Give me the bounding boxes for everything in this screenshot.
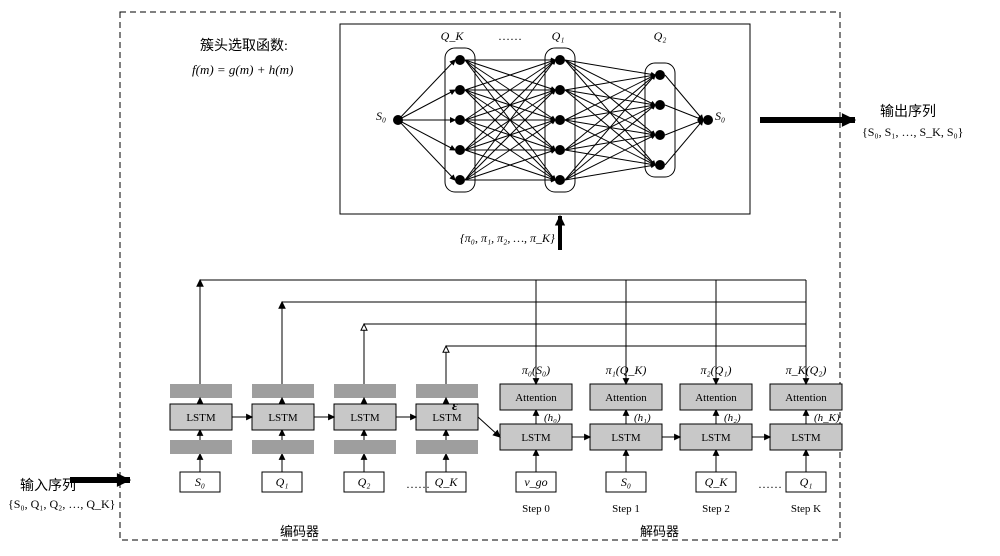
svg-text:Q₁: Q₁ xyxy=(800,475,813,489)
svg-text:S₀: S₀ xyxy=(195,475,205,489)
input-set: {S₀, Q₁, Q₂, …, Q_K} xyxy=(8,497,115,511)
svg-text:Q_K: Q_K xyxy=(705,475,729,489)
svg-text:LSTM: LSTM xyxy=(186,412,216,424)
svg-text:Q₁: Q₁ xyxy=(276,475,289,489)
svg-text:LSTM: LSTM xyxy=(268,412,298,424)
input-title: 输入序列 xyxy=(20,478,76,494)
svg-text:Attention: Attention xyxy=(605,392,647,404)
svg-text:Attention: Attention xyxy=(695,392,737,404)
output-title: 输出序列 xyxy=(880,104,936,120)
epsilon-label: ε xyxy=(452,399,458,414)
svg-text:Step 1: Step 1 xyxy=(612,503,640,515)
svg-text:Q₂: Q₂ xyxy=(654,29,667,43)
svg-text:Q_K: Q_K xyxy=(441,29,465,43)
svg-text:(h_K): (h_K) xyxy=(814,412,840,424)
cluster-title: 簇头选取函数: xyxy=(200,38,288,54)
svg-text:LSTM: LSTM xyxy=(611,432,641,444)
svg-text:Step K: Step K xyxy=(791,503,821,515)
svg-text:(h₀): (h₀) xyxy=(544,412,561,424)
svg-text:……: …… xyxy=(498,29,522,43)
svg-text:S₀: S₀ xyxy=(715,109,725,123)
svg-text:(h₁): (h₁) xyxy=(634,412,651,424)
svg-text:LSTM: LSTM xyxy=(791,432,821,444)
cluster-formula: f(m) = g(m) + h(m) xyxy=(192,62,293,77)
svg-text:Step 0: Step 0 xyxy=(522,503,550,515)
svg-text:Attention: Attention xyxy=(515,392,557,404)
svg-text:LSTM: LSTM xyxy=(350,412,380,424)
svg-text:Q₁: Q₁ xyxy=(552,29,565,43)
pi-sequence: {π₀, π₁, π₂, …, π_K} xyxy=(460,231,555,245)
output-set: {S₀, S₁, …, S_K, S₀} xyxy=(862,125,963,139)
svg-text:S₀: S₀ xyxy=(621,475,631,489)
svg-text:……: …… xyxy=(758,477,782,491)
svg-text:S₀: S₀ xyxy=(376,109,386,123)
outer-dashed-box xyxy=(120,12,840,540)
svg-text:LSTM: LSTM xyxy=(521,432,551,444)
svg-text:Step 2: Step 2 xyxy=(702,503,730,515)
svg-text:(h₂): (h₂) xyxy=(724,412,741,424)
svg-text:Attention: Attention xyxy=(785,392,827,404)
encoder-label: 编码器 xyxy=(280,524,319,539)
svg-text:v_go: v_go xyxy=(524,475,547,489)
svg-text:Q₂: Q₂ xyxy=(358,475,371,489)
svg-text:LSTM: LSTM xyxy=(701,432,731,444)
svg-text:Q_K: Q_K xyxy=(435,475,459,489)
decoder-label: 解码器 xyxy=(640,524,679,539)
